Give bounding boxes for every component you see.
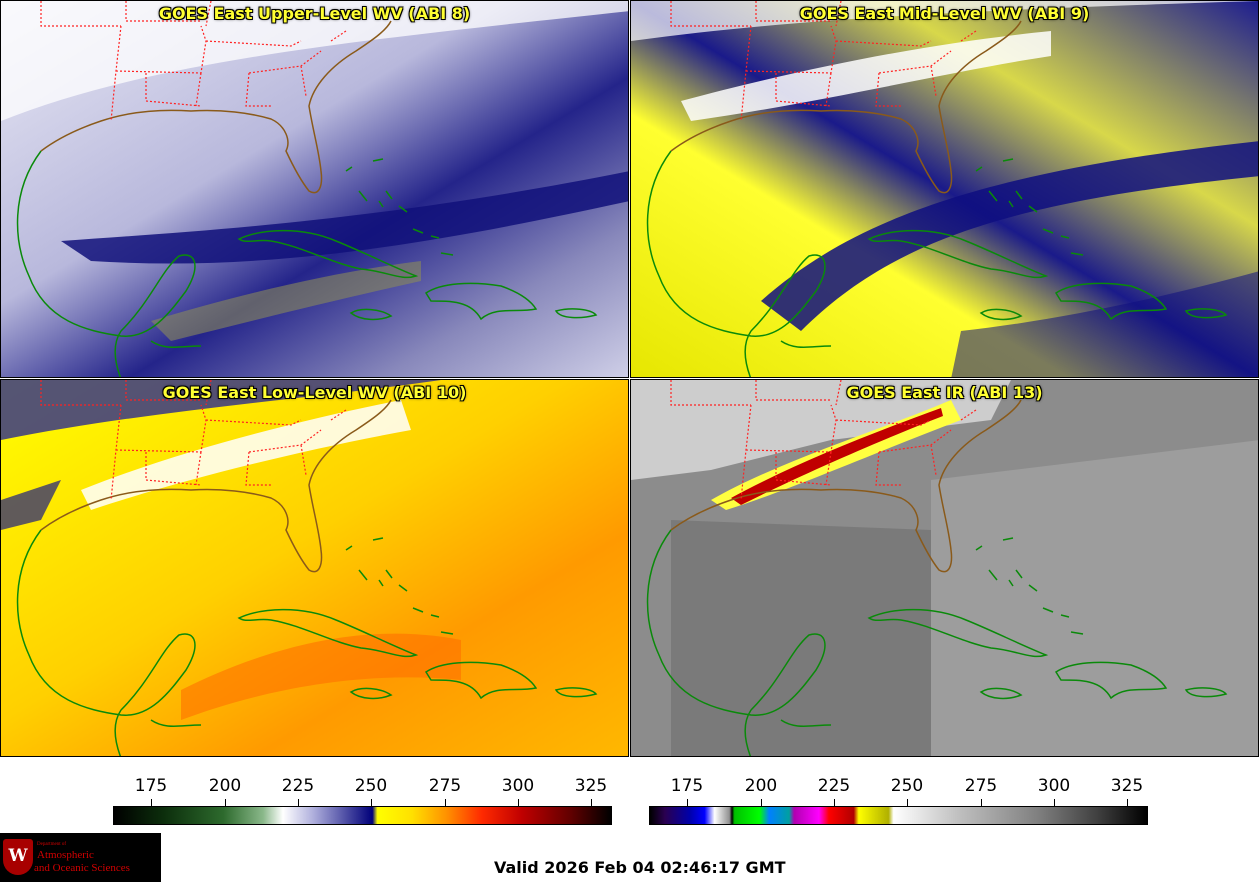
logo-department: Department of	[37, 842, 67, 847]
ir-tick-mark	[761, 799, 762, 806]
upper-level-wv-imagery	[1, 1, 628, 377]
wv-tick-mark	[371, 799, 372, 806]
ir-tick-label: 225	[817, 776, 851, 796]
panel-title: GOES East Upper-Level WV (ABI 8)	[158, 4, 471, 23]
panel-title: GOES East Mid-Level WV (ABI 9)	[799, 4, 1090, 23]
wv-tick-label: 175	[134, 776, 168, 796]
wv-tick-label: 325	[574, 776, 608, 796]
ir-tick-label: 200	[744, 776, 778, 796]
wv-colorbar	[113, 806, 612, 825]
uw-seal-icon: W	[3, 839, 33, 875]
wv-tick-mark	[298, 799, 299, 806]
mid-level-wv-imagery	[631, 1, 1258, 377]
panel-upper-level-wv: GOES East Upper-Level WV (ABI 8)	[0, 0, 629, 378]
ir-tick-mark	[834, 799, 835, 806]
wv-tick-mark	[518, 799, 519, 806]
aos-department-logo: W Department of Atmospheric and Oceanic …	[0, 833, 161, 882]
ir-imagery	[631, 380, 1258, 756]
panel-mid-level-wv: GOES East Mid-Level WV (ABI 9)	[630, 0, 1259, 378]
logo-line-2: and Oceanic Sciences	[34, 862, 130, 874]
wv-tick-label: 200	[208, 776, 242, 796]
valid-time: Valid 2026 Feb 04 02:46:17 GMT	[494, 858, 786, 877]
ir-tick-label: 250	[890, 776, 924, 796]
ir-tick-mark	[907, 799, 908, 806]
wv-tick-label: 300	[501, 776, 535, 796]
ir-tick-label: 275	[964, 776, 998, 796]
wv-tick-mark	[445, 799, 446, 806]
ir-tick-mark	[981, 799, 982, 806]
ir-tick-mark	[1127, 799, 1128, 806]
logo-line-1: Atmospheric	[37, 849, 94, 861]
panel-ir: GOES East IR (ABI 13)	[630, 379, 1259, 757]
wv-tick-mark	[591, 799, 592, 806]
ir-tick-label: 175	[670, 776, 704, 796]
panel-title: GOES East IR (ABI 13)	[846, 383, 1043, 402]
wv-tick-label: 250	[354, 776, 388, 796]
ir-colorbar	[649, 806, 1148, 825]
wv-tick-mark	[151, 799, 152, 806]
panel-title: GOES East Low-Level WV (ABI 10)	[162, 383, 467, 402]
ir-tick-mark	[1054, 799, 1055, 806]
wv-tick-label: 225	[281, 776, 315, 796]
panel-low-level-wv: GOES East Low-Level WV (ABI 10)	[0, 379, 629, 757]
ir-tick-mark	[687, 799, 688, 806]
wv-tick-mark	[225, 799, 226, 806]
wv-tick-label: 275	[428, 776, 462, 796]
low-level-wv-imagery	[1, 380, 628, 756]
ir-tick-label: 300	[1037, 776, 1071, 796]
ir-tick-label: 325	[1110, 776, 1144, 796]
